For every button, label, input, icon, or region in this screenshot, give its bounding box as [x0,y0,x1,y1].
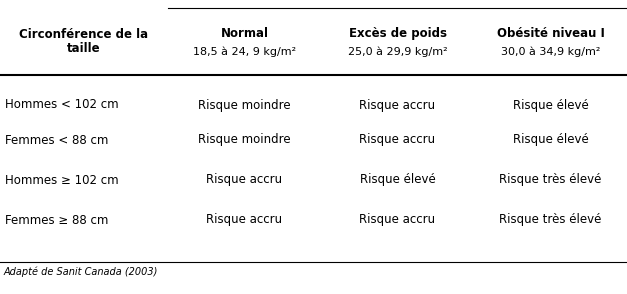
Text: Hommes ≥ 102 cm: Hommes ≥ 102 cm [5,173,119,186]
Text: Risque moindre: Risque moindre [198,133,291,146]
Text: Femmes ≥ 88 cm: Femmes ≥ 88 cm [5,213,108,226]
Text: 30,0 à 34,9 kg/m²: 30,0 à 34,9 kg/m² [501,46,600,57]
Text: Circonférence de la
taille: Circonférence de la taille [19,28,149,56]
Text: Risque accru: Risque accru [206,173,283,186]
Text: Excès de poids: Excès de poids [349,27,446,40]
Text: 18,5 à 24, 9 kg/m²: 18,5 à 24, 9 kg/m² [193,46,296,57]
Text: Risque accru: Risque accru [359,133,436,146]
Text: Normal: Normal [221,27,268,40]
Text: Risque élevé: Risque élevé [513,133,588,146]
Text: Risque accru: Risque accru [359,98,436,111]
Text: Risque élevé: Risque élevé [513,98,588,111]
Text: Risque très élevé: Risque très élevé [499,213,602,226]
Text: Risque accru: Risque accru [206,213,283,226]
Text: Risque moindre: Risque moindre [198,98,291,111]
Text: Obésité niveau I: Obésité niveau I [497,27,604,40]
Text: 25,0 à 29,9 kg/m²: 25,0 à 29,9 kg/m² [348,46,447,57]
Text: Hommes < 102 cm: Hommes < 102 cm [5,98,119,111]
Text: Femmes < 88 cm: Femmes < 88 cm [5,133,108,146]
Text: Risque très élevé: Risque très élevé [499,173,602,186]
Text: Adapté de Sanit Canada (2003): Adapté de Sanit Canada (2003) [4,267,159,277]
Text: Risque accru: Risque accru [359,213,436,226]
Text: Risque élevé: Risque élevé [360,173,435,186]
